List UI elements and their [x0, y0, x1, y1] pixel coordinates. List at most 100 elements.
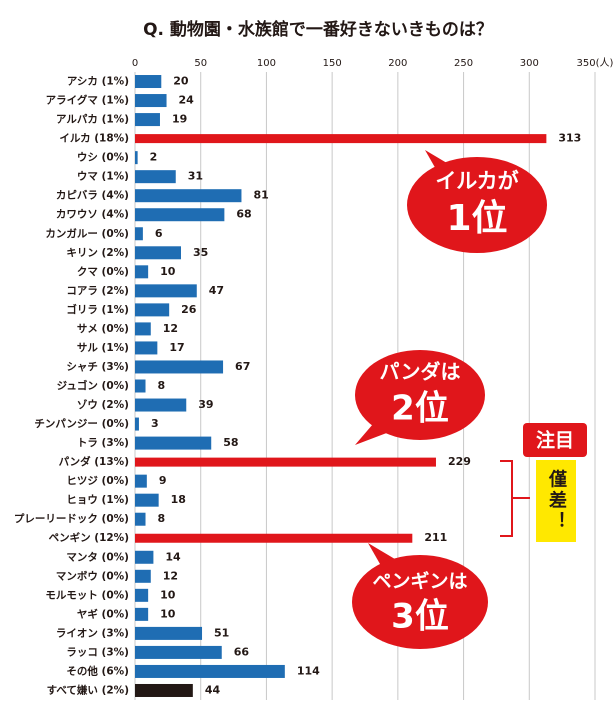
value-label: 51	[214, 626, 229, 639]
bar	[135, 94, 167, 108]
category-label: マンボウ (0%)	[56, 569, 129, 582]
callout-text: 2位	[391, 389, 449, 429]
category-label: カピバラ (4%)	[56, 190, 129, 202]
value-label: 58	[223, 436, 238, 449]
bar	[135, 303, 170, 317]
category-label: ペンギン (12%)	[49, 531, 129, 544]
category-label: ライオン (3%)	[56, 627, 129, 639]
callout-bubble	[407, 157, 547, 253]
badge-text: 僅差！	[546, 468, 568, 532]
bar	[135, 607, 149, 621]
bar	[135, 626, 203, 640]
callout-bubble	[355, 350, 485, 440]
value-label: 66	[234, 645, 250, 658]
callout-bubble	[352, 555, 488, 649]
value-label: 3	[151, 417, 159, 430]
category-label: ラッコ (3%)	[66, 646, 129, 658]
bar	[135, 457, 436, 467]
callout-text: パンダは	[380, 360, 461, 384]
x-tick-label: 50	[194, 58, 207, 69]
bar	[135, 398, 187, 412]
category-label: トラ (3%)	[77, 437, 129, 449]
bar	[135, 265, 149, 279]
value-label: 47	[209, 284, 224, 297]
category-label: その他 (6%)	[66, 664, 129, 677]
bar	[135, 170, 176, 184]
value-label: 10	[160, 607, 176, 620]
bar	[135, 189, 242, 203]
category-label: ヒツジ (0%)	[66, 475, 129, 487]
value-label: 19	[172, 113, 187, 126]
bar	[135, 683, 193, 697]
x-tick-label: 250	[454, 58, 473, 69]
value-label: 6	[155, 227, 163, 240]
value-label: 8	[158, 512, 166, 525]
category-label: クマ (0%)	[77, 266, 129, 278]
callout-text: 1位	[446, 198, 507, 239]
bar	[135, 341, 158, 355]
callout-text: ペンギンは	[372, 571, 467, 593]
bracket: 注目 僅差！	[500, 423, 587, 542]
value-label: 39	[198, 398, 213, 411]
bar	[135, 550, 154, 564]
value-label: 10	[160, 265, 176, 278]
bar	[135, 533, 413, 543]
bar	[135, 664, 285, 678]
category-label: アルパカ (1%)	[56, 114, 129, 126]
value-label: 12	[163, 322, 178, 335]
value-label: 31	[188, 170, 203, 183]
value-label: 313	[558, 132, 581, 145]
category-label: サル (1%)	[77, 342, 129, 354]
bar	[135, 151, 138, 165]
chart-title: Q. 動物園・水族館で一番好きないきものは？	[143, 19, 493, 40]
x-tick-label: 200	[388, 58, 407, 69]
category-label: シャチ (3%)	[66, 361, 129, 373]
value-label: 229	[448, 455, 471, 468]
x-tick-label: 300	[520, 58, 539, 69]
category-label: ヒョウ (1%)	[66, 494, 129, 506]
value-label: 114	[297, 664, 320, 677]
value-label: 18	[171, 493, 186, 506]
value-label: 8	[158, 379, 166, 392]
category-label: キリン (2%)	[66, 247, 129, 259]
bar	[135, 417, 139, 431]
value-label: 67	[235, 360, 250, 373]
category-label: アライグマ (1%)	[46, 94, 129, 107]
category-label: アシカ (1%)	[67, 76, 129, 88]
callout-2: パンダは 2位	[355, 350, 485, 445]
bar	[135, 113, 160, 127]
bar	[135, 512, 146, 526]
value-label: 14	[165, 550, 181, 563]
value-label: 68	[236, 208, 251, 221]
x-tick-label: 350(人)	[577, 57, 614, 69]
bar	[135, 227, 143, 241]
plot: 0 50 100 150 200 250 300 350(人) アシカ (1%) 20 アライグマ …	[14, 57, 614, 700]
category-label: コアラ (2%)	[66, 285, 129, 297]
bar	[135, 208, 225, 222]
value-label: 12	[163, 569, 178, 582]
bar	[135, 134, 547, 144]
bar	[135, 436, 212, 450]
bracket-line	[500, 460, 530, 537]
bar	[135, 246, 181, 260]
category-label: イルカ (18%)	[59, 133, 129, 145]
callout-text: 3位	[391, 597, 449, 637]
category-label: カンガルー (0%)	[45, 227, 129, 240]
bar	[135, 645, 222, 659]
category-label: サメ (0%)	[77, 323, 129, 335]
bar	[135, 588, 149, 602]
category-label: パンダ (13%)	[59, 455, 129, 468]
bar	[135, 569, 151, 583]
bar	[135, 75, 162, 89]
x-tick-label: 150	[323, 58, 342, 69]
bar	[135, 379, 146, 393]
value-label: 44	[205, 683, 221, 696]
x-tick-label: 100	[257, 58, 276, 69]
callout-3: ペンギンは 3位	[352, 543, 488, 649]
value-label: 24	[179, 94, 195, 107]
value-label: 35	[193, 246, 208, 259]
value-label: 9	[159, 474, 167, 487]
badge	[523, 423, 587, 457]
value-label: 17	[169, 341, 184, 354]
x-tick-label: 0	[132, 58, 138, 69]
